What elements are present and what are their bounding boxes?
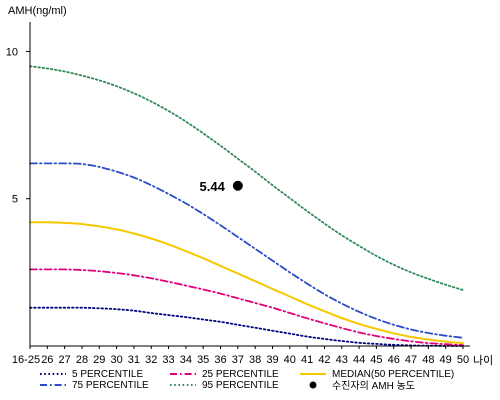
x-tick-label: 26 [41,354,53,366]
series-line-4 [29,65,464,291]
series-line-2 [29,221,464,345]
series-line-1 [29,268,464,346]
x-tick-label: 45 [370,354,382,366]
legend-label-4: 95 PERCENTILE [202,380,279,391]
x-tick-label: 16-25 [12,354,40,366]
legend-label-highlight: 수진자의 AMH 농도 [332,380,415,392]
x-tick-label: 47 [405,354,417,366]
legend-label-0: 5 PERCENTILE [72,369,143,380]
y-tick-label: 5 [12,194,18,206]
x-tick-label: 35 [197,354,209,366]
x-tick-label: 30 [110,354,122,366]
legend-label-3: 75 PERCENTILE [72,380,149,391]
x-tick-label: 38 [249,354,261,366]
x-tick-label: 32 [145,354,157,366]
x-axis-title: 나이 [473,354,493,367]
x-tick-label: 44 [353,354,365,366]
x-tick-label: 33 [162,354,174,366]
y-tick-label: 10 [6,46,18,58]
x-ticks: 16-25 26 27 28 29 30 31 32 33 34 35 36 37 38 39 40 41 42 4… [12,346,469,366]
x-tick-label: 43 [336,354,348,366]
x-tick-label: 42 [318,354,330,366]
legend-marker-highlight [309,381,317,389]
highlight-point [232,180,243,191]
x-tick-label: 36 [214,354,226,366]
x-tick-label: 28 [76,354,88,366]
legend-label-1: 25 PERCENTILE [202,369,279,380]
series-line-3 [29,162,464,339]
x-tick-label: 39 [266,354,278,366]
x-tick-label: 46 [388,354,400,366]
plot-area: 5.44 [29,65,464,347]
x-tick-label: 31 [128,354,140,366]
x-tick-label: 41 [301,354,313,366]
highlight-point-label: 5.44 [200,179,226,194]
x-tick-label: 34 [180,354,192,366]
x-tick-label: 48 [422,354,434,366]
legend-label-2: MEDIAN(50 PERCENTILE) [332,369,454,380]
x-tick-label: 27 [59,354,71,366]
y-axis-title: AMH(ng/ml) [8,5,67,17]
y-ticks: 5 10 [6,46,30,206]
x-tick-label: 49 [440,354,452,366]
legend: 5 PERCENTILE 25 PERCENTILE MEDIAN(50 PERCE… [40,369,454,392]
series-line-0 [29,306,464,347]
x-tick-label: 29 [93,354,105,366]
x-tick-label: 50 [457,354,469,366]
x-tick-label: 37 [232,354,244,366]
x-tick-label: 40 [284,354,296,366]
